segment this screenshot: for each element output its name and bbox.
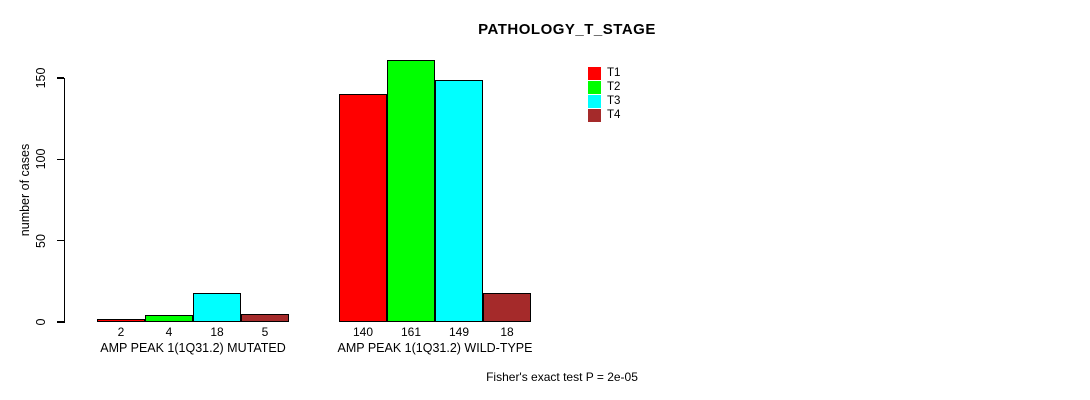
x-category-label: AMP PEAK 1(1Q31.2) WILD-TYPE bbox=[337, 341, 533, 355]
legend-item-t1: T1 bbox=[588, 66, 620, 80]
bar-value-label: 149 bbox=[448, 325, 470, 339]
y-axis-tick-label: 100 bbox=[34, 148, 48, 170]
legend-swatch bbox=[588, 80, 601, 94]
x-category-label: AMP PEAK 1(1Q31.2) MUTATED bbox=[100, 341, 286, 355]
bar-t2-group1 bbox=[145, 315, 193, 322]
bar-t4-group2 bbox=[483, 292, 531, 322]
y-axis-tick-label: 150 bbox=[34, 67, 48, 89]
legend-swatch bbox=[588, 94, 601, 108]
legend-item-t4: T4 bbox=[588, 108, 620, 122]
bar-value-label: 2 bbox=[117, 325, 125, 339]
bar-value-label: 18 bbox=[500, 325, 514, 339]
y-axis-tick-label: 0 bbox=[34, 318, 48, 326]
y-axis-line bbox=[64, 78, 66, 323]
legend-item-label: T1 bbox=[607, 66, 621, 79]
bar-value-label: 4 bbox=[165, 325, 173, 339]
y-axis-label: number of cases bbox=[18, 143, 32, 237]
bar-value-label: 5 bbox=[261, 325, 269, 339]
bar-value-label: 18 bbox=[210, 325, 224, 339]
bar-t1-group1 bbox=[97, 318, 145, 322]
p-value-annotation: Fisher's exact test P = 2e-05 bbox=[486, 370, 638, 384]
bar-value-label: 161 bbox=[400, 325, 422, 339]
legend-swatch bbox=[588, 108, 601, 122]
legend-item-t2: T2 bbox=[588, 80, 620, 94]
legend: T1 T2 T3 T4 bbox=[588, 66, 620, 122]
bar-value-label: 140 bbox=[352, 325, 374, 339]
bar-t2-group2 bbox=[387, 60, 435, 322]
legend-item-label: T3 bbox=[607, 94, 621, 107]
legend-item-label: T4 bbox=[607, 108, 621, 121]
y-axis-tick bbox=[57, 321, 64, 323]
chart-title: PATHOLOGY_T_STAGE bbox=[478, 21, 656, 38]
bar-t3-group1 bbox=[193, 292, 241, 322]
legend-item-label: T2 bbox=[607, 80, 621, 93]
legend-item-t3: T3 bbox=[588, 94, 620, 108]
y-axis-tick bbox=[57, 158, 64, 161]
bar-t1-group2 bbox=[339, 94, 387, 322]
y-axis-tick bbox=[57, 77, 64, 79]
bar-t3-group2 bbox=[435, 79, 483, 322]
y-axis-tick-label: 50 bbox=[34, 233, 48, 248]
bar-t4-group1 bbox=[241, 313, 289, 322]
legend-swatch bbox=[588, 66, 601, 80]
y-axis-tick bbox=[57, 239, 64, 242]
